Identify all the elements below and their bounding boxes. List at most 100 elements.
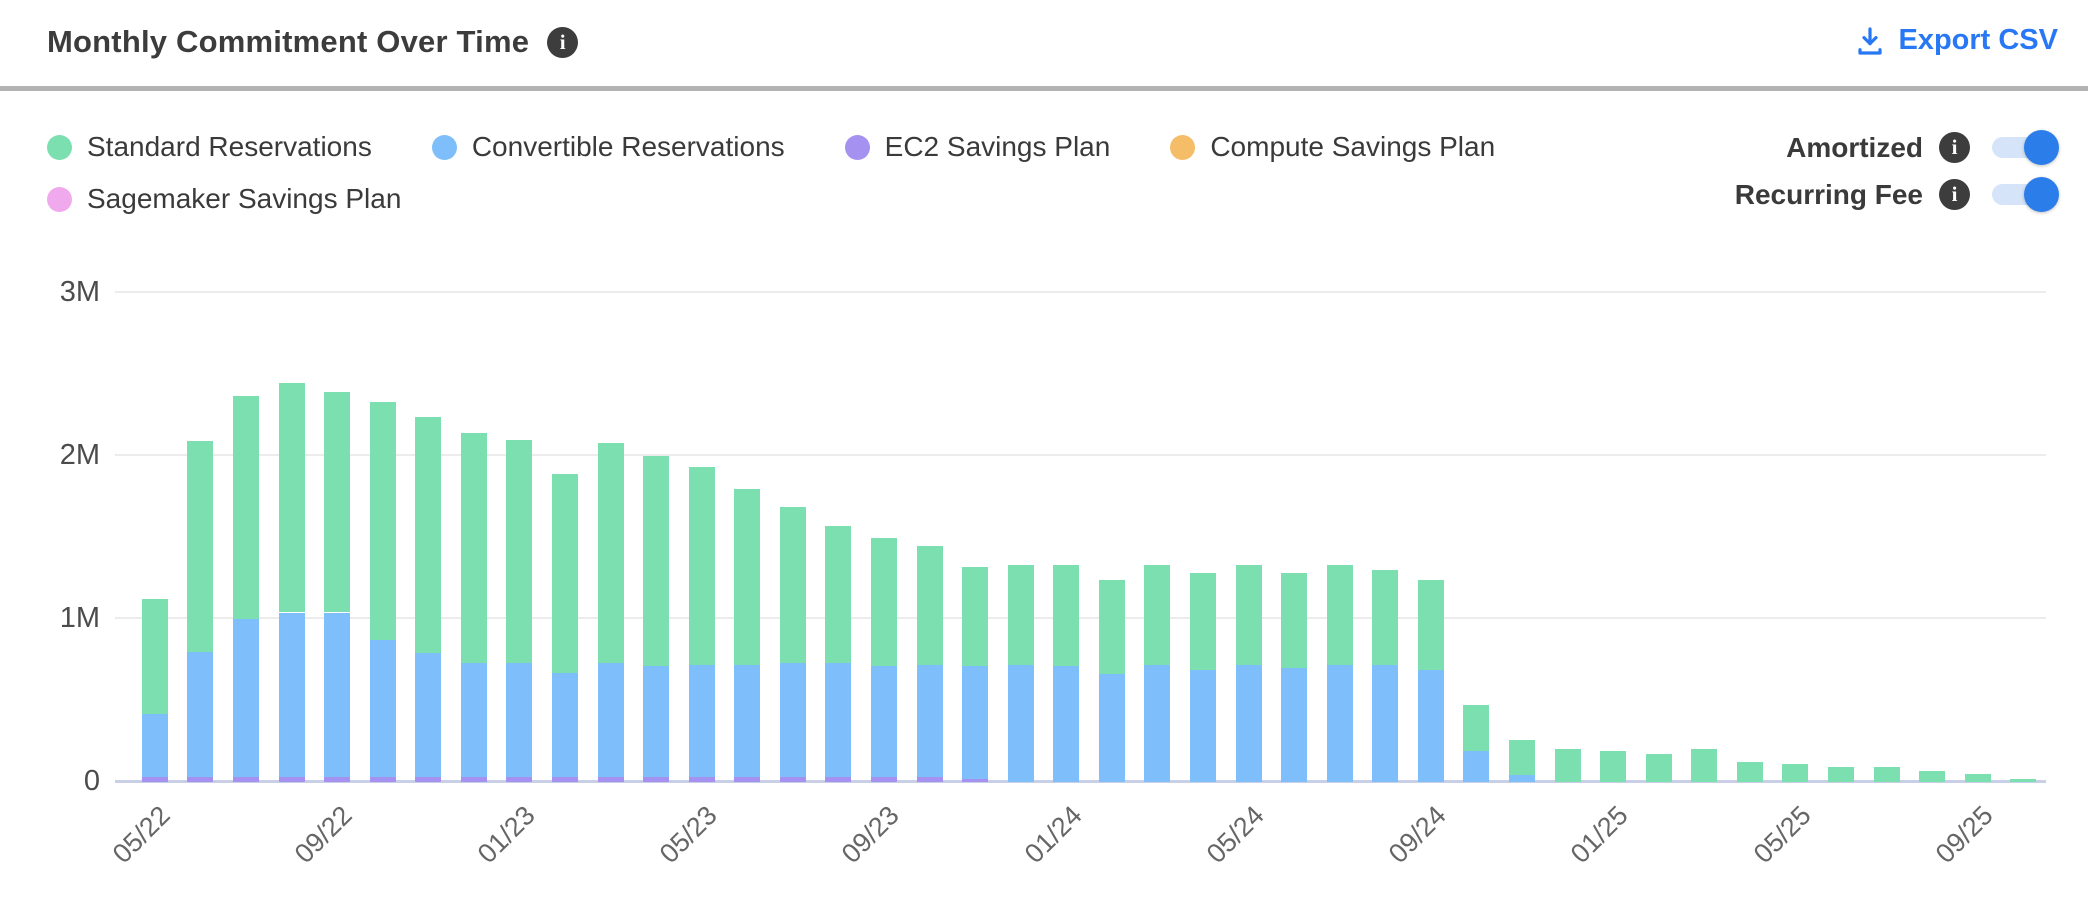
x-axis-line	[115, 780, 2046, 783]
recurring-fee-toggle[interactable]	[1992, 177, 2059, 212]
header-divider	[0, 86, 2088, 91]
bar-segment	[1372, 664, 1399, 782]
bar-segment	[460, 433, 487, 664]
legend-item-convertible-reservations[interactable]: Convertible Reservations	[431, 131, 785, 163]
bar-segment	[1508, 775, 1535, 782]
plot-area	[132, 293, 2046, 782]
bar-segment	[187, 777, 214, 782]
bar-segment	[643, 456, 670, 667]
amortized-info-icon[interactable]: i	[1939, 132, 1970, 163]
bar-segment	[1281, 667, 1308, 782]
bar-segment	[1417, 579, 1444, 670]
bar-segment	[1098, 674, 1125, 782]
bar-segment	[916, 777, 943, 782]
page-title: Monthly Commitment Over Time	[47, 24, 530, 59]
bar-segment	[278, 612, 305, 778]
bar-segment	[734, 488, 761, 665]
bar-segment	[2010, 778, 2037, 782]
bar-segment	[643, 777, 670, 782]
title-info-icon[interactable]: i	[547, 26, 579, 58]
chart-legend: Standard Reservations Convertible Reserv…	[47, 124, 1547, 228]
bar-segment	[1827, 767, 1854, 782]
legend-item-standard-reservations[interactable]: Standard Reservations	[47, 131, 372, 163]
bar-segment	[415, 777, 442, 782]
recurring-fee-toggle-label: Recurring Fee	[1734, 178, 1923, 210]
bar-segment	[962, 778, 989, 782]
bar-segment	[141, 599, 168, 714]
bar-segment	[597, 442, 624, 664]
bar-segment	[1235, 664, 1262, 782]
bar-segment	[597, 663, 624, 778]
bar-segment	[870, 537, 897, 667]
bar-segment	[1463, 705, 1490, 752]
bar-segment	[324, 392, 351, 613]
bar-segment	[1463, 751, 1490, 782]
bar-segment	[369, 402, 396, 641]
bar-segment	[551, 672, 578, 778]
bar-segment	[779, 506, 806, 664]
legend-item-sagemaker-savings-plan[interactable]: Sagemaker Savings Plan	[47, 183, 401, 215]
y-axis-label: 0	[83, 765, 100, 797]
bar-segment	[324, 777, 351, 782]
bar-segment	[1007, 664, 1034, 782]
bar-segment	[597, 777, 624, 782]
bar-segment	[688, 664, 715, 778]
bar-segment	[506, 439, 533, 664]
bar-segment	[688, 777, 715, 782]
export-csv-label: Export CSV	[1898, 24, 2058, 56]
bar-segment	[232, 619, 259, 778]
chart-toggles: Amortized i Recurring Fee i	[1735, 124, 2060, 218]
bar-segment	[141, 713, 168, 778]
bar-segment	[1600, 751, 1627, 782]
gridline-3m	[115, 291, 2046, 293]
recurring-fee-info-icon[interactable]: i	[1939, 179, 1970, 210]
legend-item-compute-savings-plan[interactable]: Compute Savings Plan	[1170, 131, 1495, 163]
bar-segment	[278, 382, 305, 613]
bar-segment	[187, 651, 214, 778]
y-axis-label: 3M	[59, 276, 100, 308]
bar-segment	[962, 666, 989, 779]
bar-segment	[1053, 565, 1080, 667]
bar-segment	[870, 666, 897, 778]
bar-segment	[506, 663, 533, 778]
bar-segment	[825, 526, 852, 664]
bar-segment	[1417, 669, 1444, 782]
legend-dot-icon	[844, 134, 870, 160]
bar-segment	[369, 777, 396, 782]
bar-segment	[187, 441, 214, 652]
bar-segment	[1281, 573, 1308, 668]
bar-segment	[278, 777, 305, 782]
bar-segment	[1873, 767, 1900, 782]
bar-segment	[1554, 749, 1581, 782]
y-axis-label: 2M	[59, 439, 100, 471]
toggle-knob	[2024, 177, 2059, 212]
bar-segment	[779, 663, 806, 778]
bar-segment	[1144, 664, 1171, 782]
legend-dot-icon	[1170, 134, 1196, 160]
bar-segment	[1235, 565, 1262, 665]
bar-segment	[1098, 579, 1125, 675]
bar-segment	[1691, 749, 1718, 782]
amortized-toggle-label: Amortized	[1786, 131, 1923, 163]
bar-segment	[1919, 770, 1946, 782]
bar-segment	[1007, 565, 1034, 665]
legend-dot-icon	[47, 134, 72, 160]
gridline-1m	[115, 617, 2046, 619]
bar-segment	[1326, 565, 1353, 665]
bar-segment	[1189, 669, 1216, 782]
y-axis-label: 1M	[59, 602, 100, 634]
legend-item-ec2-savings-plan[interactable]: EC2 Savings Plan	[844, 131, 1110, 163]
bar-segment	[460, 663, 487, 778]
bar-segment	[1189, 573, 1216, 670]
bar-segment	[506, 777, 533, 782]
amortized-toggle[interactable]	[1992, 130, 2059, 165]
legend-dot-icon	[47, 186, 72, 212]
bar-segment	[551, 777, 578, 782]
bar-segment	[369, 640, 396, 778]
bar-segment	[870, 777, 897, 782]
bar-segment	[734, 664, 761, 778]
bar-segment	[916, 664, 943, 778]
bar-segment	[1372, 570, 1399, 665]
export-csv-button[interactable]: Export CSV	[1854, 24, 2058, 57]
